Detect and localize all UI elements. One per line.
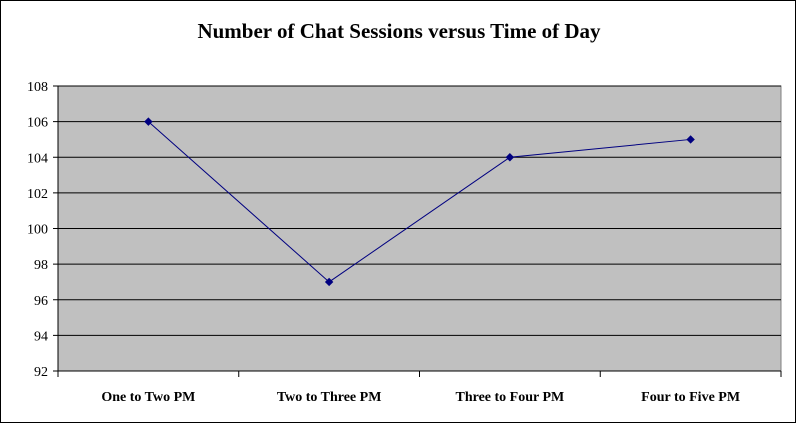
data-point-marker <box>324 277 334 287</box>
axes <box>53 85 782 377</box>
chart-title: Number of Chat Sessions versus Time of D… <box>197 19 601 43</box>
y-tick-label: 102 <box>27 187 48 202</box>
x-tick-label: One to Two PM <box>101 390 195 405</box>
series-line <box>148 121 691 283</box>
data-point-marker <box>505 153 515 162</box>
y-tick-label: 98 <box>34 258 48 273</box>
y-tick-label: 92 <box>34 365 48 380</box>
gridlines <box>58 85 781 336</box>
y-tick-label: 96 <box>34 294 48 309</box>
data-point-marker <box>144 117 153 126</box>
y-tick-label: 94 <box>34 329 48 344</box>
data-point-marker <box>686 135 695 144</box>
y-tick-label: 108 <box>27 80 48 95</box>
x-tick-label: Three to Four PM <box>456 390 565 405</box>
series <box>144 117 695 287</box>
x-tick-label: Four to Five PM <box>641 390 740 405</box>
y-tick-label: 100 <box>27 223 48 238</box>
tick-labels: 92 94 96 98 100 102 104 106 108 One to Two PM Two … <box>27 80 740 405</box>
y-tick-label: 106 <box>27 116 48 131</box>
y-tick-label: 104 <box>27 151 48 166</box>
x-tick-label: Two to Three PM <box>277 390 382 405</box>
